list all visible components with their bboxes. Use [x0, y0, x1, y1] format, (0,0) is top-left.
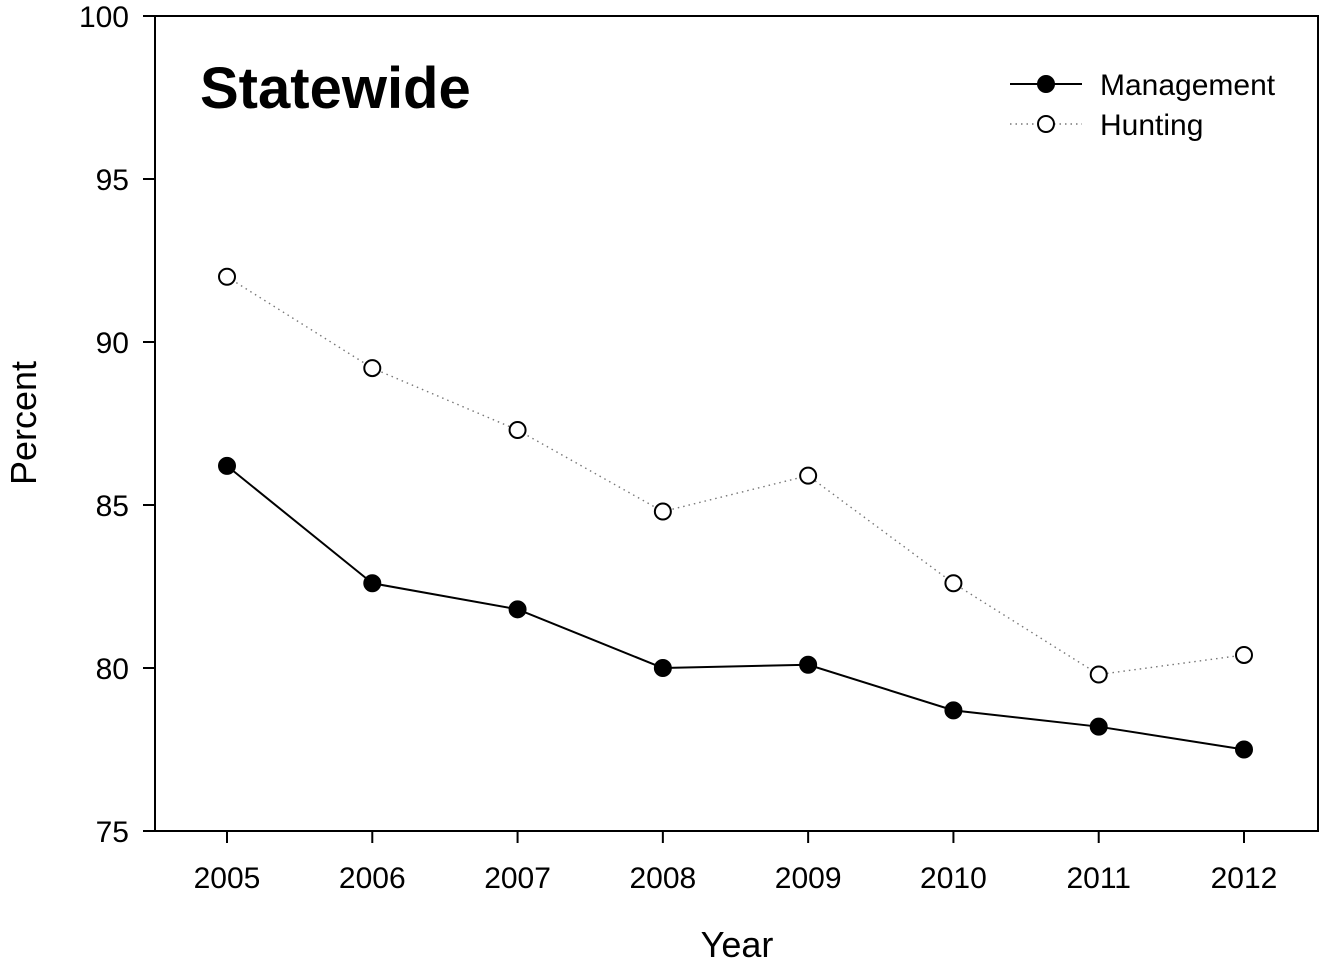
series-line-hunting: [226, 276, 1245, 676]
data-point-hunting: [944, 574, 963, 593]
plot-frame: [154, 15, 1319, 832]
legend-label-hunting: Hunting: [1100, 109, 1203, 142]
x-axis: 2005 2006 2007 2008 2009 2010 2011 2012: [194, 831, 1278, 895]
legend: Management Hunting: [1010, 69, 1276, 142]
data-point-hunting: [653, 502, 672, 521]
x-tick-label: 2012: [1211, 862, 1278, 895]
legend-marker-hunting: [1037, 115, 1055, 133]
data-point-management: [363, 574, 382, 593]
x-tick-label: 2007: [484, 862, 551, 895]
data-point-management: [944, 701, 963, 720]
y-tick-label: 90: [96, 327, 129, 360]
y-tick-label: 80: [96, 653, 129, 686]
data-point-hunting: [799, 466, 818, 485]
data-point-management: [218, 456, 236, 475]
y-tick-label: 95: [96, 164, 129, 197]
x-axis-title: Year: [701, 924, 774, 965]
data-point-management: [508, 600, 527, 619]
y-tick-label: 100: [79, 1, 129, 34]
x-tick-label: 2008: [629, 862, 696, 895]
data-point-hunting: [508, 421, 527, 440]
x-tick-label: 2011: [1066, 862, 1131, 895]
x-tick-label: 2005: [194, 862, 261, 895]
y-tick-label: 85: [96, 490, 129, 523]
series-line-management: [226, 465, 1245, 751]
y-tick-label: 75: [96, 816, 129, 849]
legend-label-management: Management: [1100, 69, 1276, 102]
data-point-hunting: [1089, 665, 1108, 684]
y-axis-title: Percent: [3, 361, 44, 485]
x-tick-label: 2006: [339, 862, 406, 895]
data-point-hunting: [363, 359, 382, 378]
data-point-hunting: [218, 267, 236, 286]
series-layer: [218, 267, 1253, 759]
chart-title: Statewide: [200, 56, 471, 121]
x-tick-label: 2010: [920, 862, 987, 895]
legend-marker-management: [1037, 75, 1055, 93]
x-tick-label: 2009: [775, 862, 842, 895]
data-point-management: [653, 659, 672, 677]
data-point-hunting: [1235, 645, 1253, 664]
data-point-management: [1089, 717, 1108, 736]
data-point-management: [799, 655, 818, 674]
y-axis: 75 80 85 90 95 100: [79, 1, 155, 849]
data-point-management: [1235, 740, 1253, 759]
